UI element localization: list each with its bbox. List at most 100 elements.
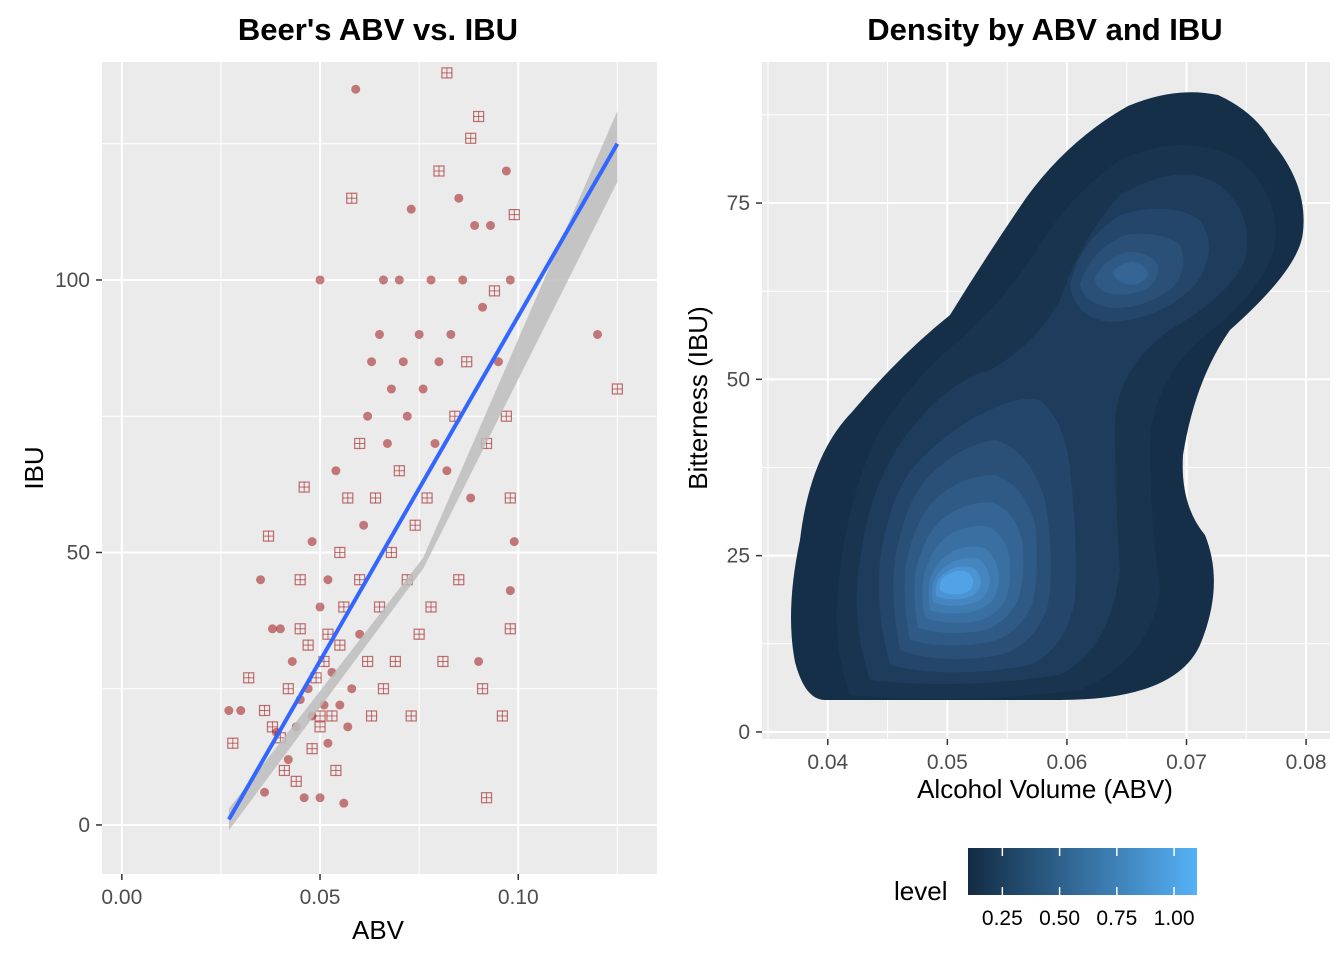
- data-point: [426, 275, 436, 285]
- y-tick-label: 50: [727, 368, 750, 391]
- data-point: [389, 655, 401, 668]
- data-point: [334, 639, 346, 651]
- data-point: [283, 755, 293, 765]
- data-point: [243, 672, 255, 684]
- x-tick-label: 0.10: [498, 886, 539, 909]
- data-point: [369, 492, 382, 504]
- data-point: [406, 204, 416, 214]
- data-point: [299, 793, 309, 803]
- data-point: [508, 208, 520, 221]
- data-point: [461, 356, 473, 368]
- data-point: [414, 329, 424, 339]
- data-point: [409, 519, 421, 531]
- data-point: [287, 656, 297, 666]
- data-point: [367, 357, 377, 367]
- data-point: [351, 84, 361, 94]
- data-point: [314, 721, 326, 733]
- y-tick-label: 0: [78, 814, 90, 837]
- scatter-x-axis: 0.00 0.05 0.10: [101, 874, 539, 909]
- data-point: [323, 575, 333, 585]
- legend-tick-label: 0.50: [1039, 907, 1080, 930]
- x-tick-label: 0.05: [300, 886, 341, 909]
- density-chart: Density by ABV and IBU 0.04 0.05 0.06 0.07 0…: [683, 12, 1330, 930]
- data-point: [346, 192, 358, 204]
- data-point: [359, 520, 369, 530]
- y-tick-label: 50: [67, 541, 90, 564]
- data-point: [421, 492, 433, 504]
- data-point: [363, 411, 373, 421]
- data-point: [509, 537, 519, 547]
- data-point: [275, 624, 285, 634]
- fit-line: [227, 142, 620, 821]
- data-point: [343, 722, 353, 732]
- data-point: [347, 684, 357, 694]
- data-point: [236, 706, 246, 716]
- data-point: [470, 220, 480, 230]
- data-point: [493, 357, 503, 367]
- data-point: [504, 492, 516, 504]
- data-point: [611, 383, 623, 395]
- x-tick-label: 0.04: [807, 751, 848, 774]
- data-point: [302, 639, 314, 651]
- data-point: [323, 738, 333, 748]
- legend-tick-label: 0.25: [982, 907, 1023, 930]
- data-point: [377, 683, 390, 695]
- data-point: [322, 628, 334, 640]
- y-tick-label: 75: [727, 192, 750, 215]
- data-point: [342, 492, 354, 504]
- legend-ticks: 0.25 0.50 0.75 1.00: [982, 848, 1195, 930]
- legend-title: level: [894, 876, 947, 906]
- density-title: Density by ABV and IBU: [867, 12, 1222, 47]
- data-point: [480, 792, 493, 804]
- data-point: [505, 586, 515, 596]
- scatter-y-label: IBU: [19, 446, 49, 489]
- data-point: [393, 465, 405, 477]
- scatter-y-axis: 0 50 100: [55, 269, 102, 837]
- density-contours: [791, 92, 1304, 700]
- y-tick-label: 0: [738, 721, 750, 744]
- data-point: [330, 764, 342, 777]
- x-tick-label: 0.08: [1286, 751, 1327, 774]
- data-point: [425, 601, 437, 613]
- data-point: [413, 628, 425, 640]
- data-point: [488, 285, 501, 297]
- data-point: [441, 67, 453, 79]
- data-point: [354, 437, 366, 450]
- data-point: [453, 574, 465, 586]
- data-point: [386, 384, 396, 394]
- data-point: [430, 438, 440, 448]
- data-point: [315, 602, 325, 612]
- density-x-label: Alcohol Volume (ABV): [917, 774, 1173, 804]
- data-point: [476, 683, 489, 695]
- data-point: [434, 357, 444, 367]
- data-point: [331, 466, 341, 476]
- density-band-12: [939, 570, 974, 595]
- data-point: [339, 798, 349, 808]
- scatter-grid: [102, 62, 657, 874]
- y-tick-label: 100: [55, 269, 90, 292]
- data-point: [496, 710, 508, 722]
- data-point: [454, 193, 464, 203]
- data-point: [294, 623, 306, 635]
- density-y-axis: 0 25 50 75: [727, 192, 762, 744]
- data-point: [262, 530, 275, 542]
- scatter-x-label: ABV: [352, 915, 405, 945]
- scatter-panel-background: [102, 62, 657, 874]
- legend-tick-label: 1.00: [1154, 907, 1195, 930]
- data-point: [402, 411, 412, 421]
- data-point: [433, 165, 445, 177]
- data-point: [224, 706, 234, 716]
- data-point: [314, 710, 326, 722]
- data-point: [394, 275, 404, 285]
- data-point: [355, 629, 365, 639]
- x-tick-label: 0.00: [101, 886, 142, 909]
- data-point: [294, 574, 306, 586]
- legend-tick-label: 0.75: [1096, 907, 1137, 930]
- data-point: [378, 275, 388, 285]
- data-point: [315, 275, 325, 285]
- data-point: [326, 710, 338, 722]
- data-point: [382, 438, 392, 448]
- data-point: [593, 329, 603, 339]
- data-point: [307, 537, 317, 547]
